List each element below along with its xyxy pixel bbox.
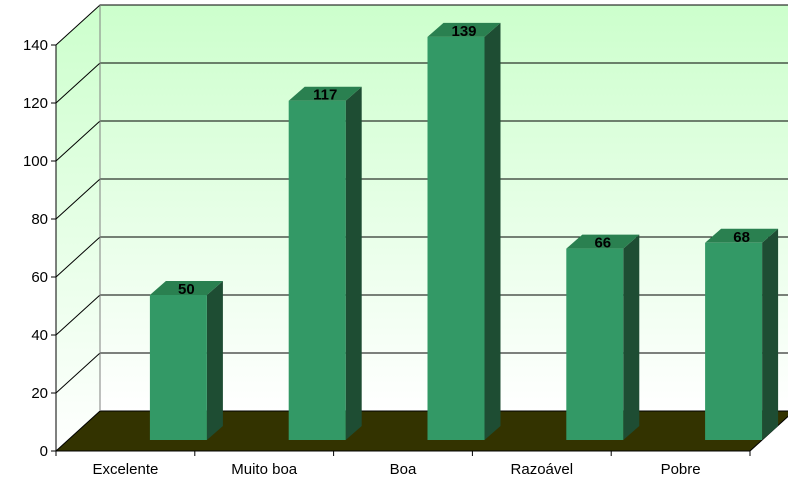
y-tick-label: 0	[40, 443, 48, 460]
data-label: 139	[451, 23, 476, 40]
y-tick-label: 80	[31, 211, 48, 228]
x-tick-label: Excelente	[92, 461, 158, 478]
bars	[149, 22, 779, 441]
gridlines	[55, 4, 788, 411]
bar-side	[206, 281, 223, 440]
side-wall	[56, 5, 100, 451]
bar-top	[427, 22, 501, 37]
data-label: 68	[733, 229, 750, 246]
y-tick-label: 140	[23, 37, 48, 54]
bar-side	[762, 228, 779, 440]
y-tick-label: 60	[31, 269, 48, 286]
bar	[705, 242, 763, 440]
bar-top	[288, 86, 362, 101]
x-tick-label: Muito boa	[231, 461, 298, 478]
y-tick-label: 100	[23, 153, 48, 170]
bar-side	[345, 86, 362, 440]
bar-side	[623, 234, 640, 440]
bar-side	[484, 22, 501, 441]
x-tick-label: Boa	[390, 461, 417, 478]
y-tick-label: 40	[31, 327, 48, 344]
x-tick-label: Pobre	[661, 461, 701, 478]
bar	[427, 36, 485, 441]
y-tick-label: 20	[31, 385, 48, 402]
axes	[51, 44, 751, 456]
bar-top	[566, 234, 640, 249]
x-tick-label: Razoável	[511, 461, 574, 478]
bar-top	[705, 228, 779, 243]
bar	[288, 100, 346, 440]
data-label: 50	[178, 281, 195, 298]
labels: 0 20 40 60 80 100 120 140 50 117 139 66 68 Excelente M…	[23, 23, 750, 478]
y-tick-label: 120	[23, 95, 48, 112]
bar	[149, 295, 207, 440]
data-label: 66	[594, 235, 611, 252]
bar-top	[149, 281, 223, 295]
bar	[566, 248, 624, 440]
data-label: 117	[313, 87, 337, 104]
